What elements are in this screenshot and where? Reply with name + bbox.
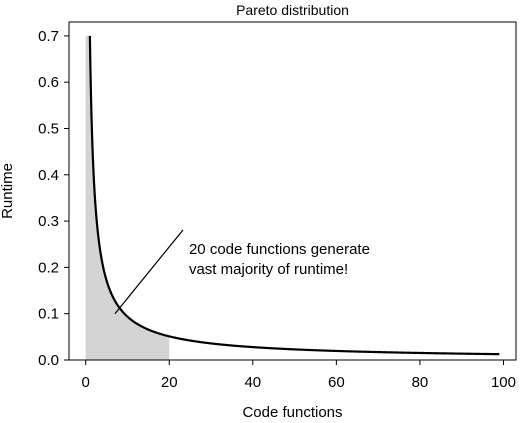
- x-tick-label: 0: [82, 374, 90, 391]
- shaded-region: [85, 35, 170, 360]
- pareto-curve: [88, 35, 500, 356]
- x-tick-label: 100: [491, 374, 516, 391]
- y-axis-label: Runtime: [0, 163, 16, 219]
- y-tick-label: 0.4: [38, 167, 59, 184]
- axes-frame: [68, 21, 517, 361]
- y-tick-label: 0.6: [38, 74, 59, 91]
- y-tick-label: 0.7: [38, 28, 59, 45]
- annotation: 20 code functions generate vast majority …: [114, 229, 370, 315]
- y-tick-label: 0.3: [38, 213, 59, 230]
- axes: [68, 21, 517, 361]
- x-tick-label: 20: [161, 374, 178, 391]
- chart-title: Pareto distribution: [236, 2, 349, 18]
- y-tick-label: 0.0: [38, 352, 59, 369]
- y-tick-label: 0.2: [38, 259, 59, 276]
- ticks: 0 20 40 60 80 100 0.0 0.1 0.2 0.3 0.4 0.5 0.6 0.7: [38, 28, 516, 391]
- x-tick-label: 40: [244, 374, 261, 391]
- x-tick-label: 60: [328, 374, 345, 391]
- y-tick-label: 0.1: [38, 306, 59, 323]
- annotation-text: vast majority of runtime!: [189, 261, 348, 278]
- x-tick-label: 80: [412, 374, 429, 391]
- plot-area: [85, 35, 500, 360]
- annotation-pointer: [114, 229, 184, 315]
- y-tick-label: 0.5: [38, 120, 59, 137]
- x-axis-label: Code functions: [242, 404, 342, 421]
- annotation-text: 20 code functions generate: [189, 241, 370, 258]
